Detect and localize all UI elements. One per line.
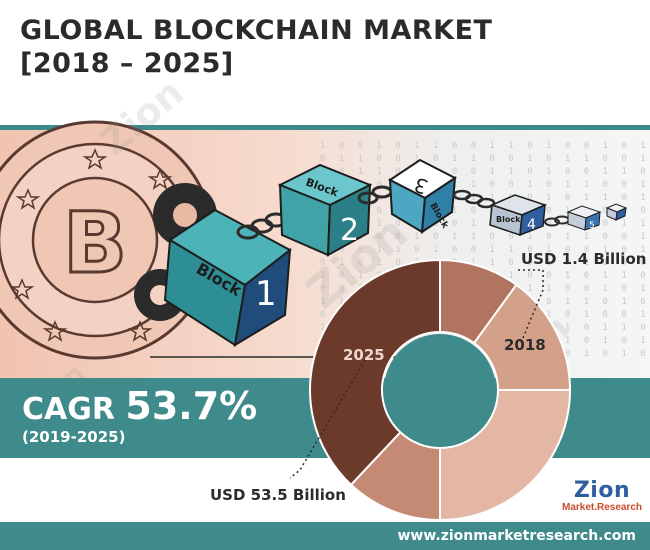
callout-2018-value: USD 1.4 Billion <box>521 250 647 268</box>
block-6-cube <box>605 203 628 221</box>
ring-label-2025: 2025 <box>343 346 385 364</box>
callout-line-2025 <box>289 359 366 479</box>
donut-slice-5 <box>309 258 441 487</box>
svg-text:B: B <box>63 194 127 292</box>
cagr-period: (2019-2025) <box>22 428 126 446</box>
ring-label-2018: 2018 <box>504 336 546 354</box>
block-3-cube: 3 Block <box>388 158 457 234</box>
footer-bar <box>0 522 650 550</box>
donut-slice-3 <box>439 389 572 522</box>
block-5-number: 5 <box>589 221 595 231</box>
block-4-number: 4 <box>527 217 536 233</box>
logo-main-text: Zion <box>573 478 631 503</box>
callout-line-2018 <box>518 269 544 346</box>
cagr-heading: CAGR 53.7% <box>22 387 257 428</box>
chain-link-icon-3 <box>452 189 496 209</box>
block-5-cube: 5 <box>566 205 602 231</box>
block-1-number: 1 <box>255 274 277 314</box>
page-title: GLOBAL BLOCKCHAIN MARKET [2018 – 2025] <box>20 14 492 80</box>
block-1-cube: Block 1 <box>163 208 292 347</box>
block-4-label: Block <box>496 215 521 224</box>
block-2-number: 2 <box>340 213 359 248</box>
block-4-cube: Block 4 <box>489 194 548 237</box>
title-line-1: GLOBAL BLOCKCHAIN MARKET <box>20 15 493 46</box>
banner-top-rule <box>0 125 650 133</box>
footer-url-link[interactable]: www.zionmarketresearch.com <box>397 528 637 544</box>
block-2-cube: Block 2 <box>277 163 373 257</box>
logo-sub-text: Market.Research <box>562 502 643 513</box>
donut-center-hole <box>384 334 496 446</box>
cagr-label: CAGR <box>22 392 115 427</box>
zion-logo: Zion Market.Research <box>562 480 642 520</box>
title-line-2: [2018 – 2025] <box>20 48 234 79</box>
callout-2025-value: USD 53.5 Billion <box>210 486 346 504</box>
cagr-value: 53.7% <box>125 384 258 428</box>
